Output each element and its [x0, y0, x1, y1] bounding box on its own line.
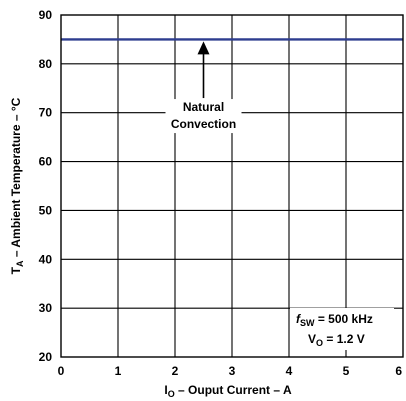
conditions-background: [290, 308, 394, 350]
annotation-natural-convection: Natural Convection: [165, 41, 242, 134]
annotation-line-2: Convection: [171, 117, 236, 131]
xlabel-main: I: [164, 383, 167, 397]
y-tick-label: 30: [39, 301, 53, 315]
x-tick-label: 6: [395, 364, 402, 378]
condition-switching-frequency: fSW = 500 kHz: [296, 312, 373, 328]
y-tick-label: 60: [39, 155, 53, 169]
xlabel-sub: O: [168, 389, 175, 399]
ylabel-rest: – Ambient Temperature – °C: [9, 97, 23, 260]
x-tick-label: 1: [115, 364, 122, 378]
x-tick-label: 2: [172, 364, 179, 378]
annotation-background: [165, 99, 242, 134]
ylabel-sub: A: [15, 260, 25, 267]
cond2-sub: O: [316, 338, 323, 348]
y-tick-label: 40: [39, 252, 53, 266]
y-tick-label: 20: [39, 350, 53, 364]
cond1-sub: SW: [300, 318, 315, 328]
plot-frame: [60, 14, 404, 358]
conditions-box: fSW = 500 kHz VO = 1.2 V: [290, 308, 394, 350]
condition-output-voltage: VO = 1.2 V: [308, 332, 365, 348]
y-tick-label: 70: [39, 106, 53, 120]
cond1-main: f: [296, 312, 301, 326]
y-axis-label: TA – Ambient Temperature – °C: [9, 97, 25, 274]
ylabel-main: T: [9, 266, 23, 274]
y-tick-label: 90: [39, 8, 53, 22]
x-tick-label: 4: [286, 364, 293, 378]
arrow-up-icon: [197, 41, 210, 55]
xlabel-rest: – Ouput Current – A: [175, 383, 292, 397]
x-tick-label: 0: [58, 364, 65, 378]
annotation-line-1: Natural: [183, 100, 224, 114]
cond2-rest: = 1.2 V: [323, 332, 365, 346]
x-tick-label: 5: [343, 364, 350, 378]
y-tick-label: 50: [39, 203, 53, 217]
x-axis-label: IO – Ouput Current – A: [164, 383, 292, 399]
cond2-main: V: [308, 332, 316, 346]
tick-labels: 0 1 2 3 4 5 6 20 30 40 50 60 70 80 90: [39, 8, 403, 378]
cond1-rest: = 500 kHz: [315, 312, 373, 326]
x-tick-label: 3: [229, 364, 236, 378]
grid-lines: [61, 15, 403, 357]
y-tick-label: 80: [39, 57, 53, 71]
